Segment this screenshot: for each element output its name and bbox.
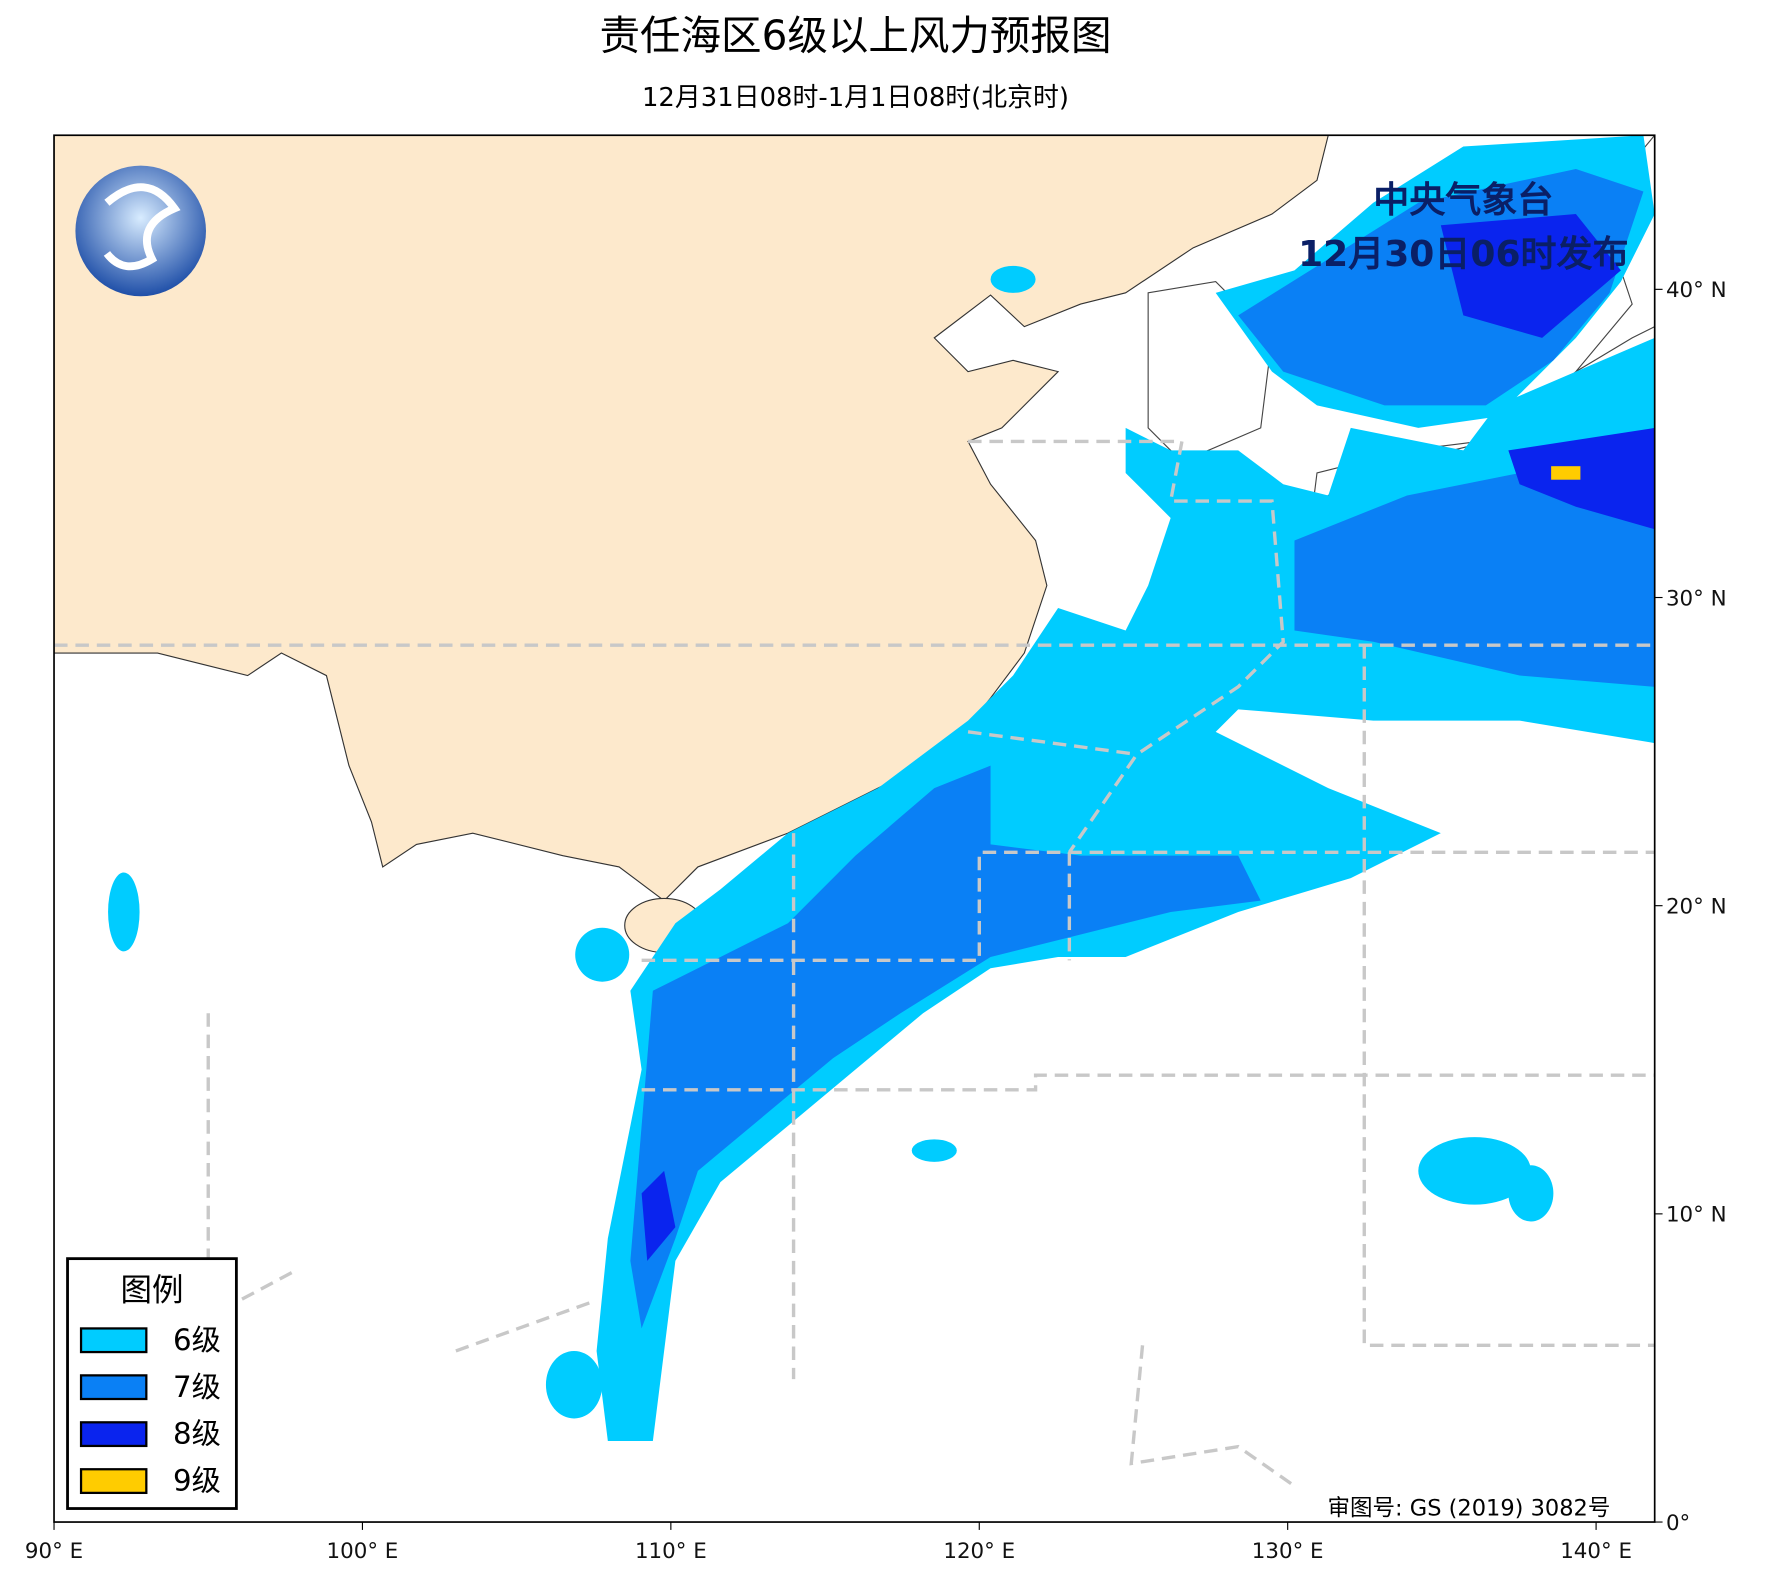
wind-8: [641, 214, 1655, 1261]
legend-swatch: [79, 1421, 148, 1448]
y-tick-label: 0°: [1666, 1511, 1690, 1536]
legend-label: 8级: [173, 1417, 221, 1451]
issue-time: 12月30日06时发布: [1298, 234, 1628, 275]
map-frame: [53, 134, 1656, 1523]
x-tick-label: 110° E: [635, 1539, 707, 1564]
x-tick-label: 90° E: [25, 1539, 83, 1564]
x-tick-label: 140° E: [1560, 1539, 1632, 1564]
axes: 90° E 100° E 110° E 120° E 130° E 140° E 0° 10°…: [25, 278, 1727, 1564]
y-tick-label: 30° N: [1666, 586, 1727, 611]
x-tick-label: 100° E: [327, 1539, 399, 1564]
legend-label: 6级: [173, 1323, 221, 1357]
y-tick-label: 40° N: [1666, 278, 1727, 303]
legend-swatch: [79, 1468, 148, 1495]
legend-swatch: [79, 1327, 148, 1354]
title: 责任海区6级以上风力预报图: [600, 12, 1112, 60]
x-tick-label: 130° E: [1252, 1539, 1324, 1564]
legend-title: 图例: [120, 1272, 183, 1308]
legend-swatch: [79, 1374, 148, 1401]
legend: 图例 6级 7级 8级 9级: [66, 1257, 238, 1510]
issuer-name: 中央气象台: [1373, 180, 1553, 221]
y-tick-label: 10° N: [1666, 1203, 1727, 1228]
wind-6-patches: [108, 265, 1554, 1419]
x-tick-label: 120° E: [943, 1539, 1015, 1564]
logo-mark: [103, 183, 181, 271]
y-tick-label: 20° N: [1666, 895, 1727, 920]
legend-label: 7级: [173, 1370, 221, 1404]
wind-9: [1551, 466, 1581, 480]
approval-number: 审图号: GS (2019) 3082号: [1328, 1495, 1611, 1521]
map-area: [54, 135, 1655, 1523]
legend-label: 9级: [173, 1464, 221, 1498]
subtitle: 12月31日08时-1月1日08时(北京时): [642, 83, 1069, 113]
